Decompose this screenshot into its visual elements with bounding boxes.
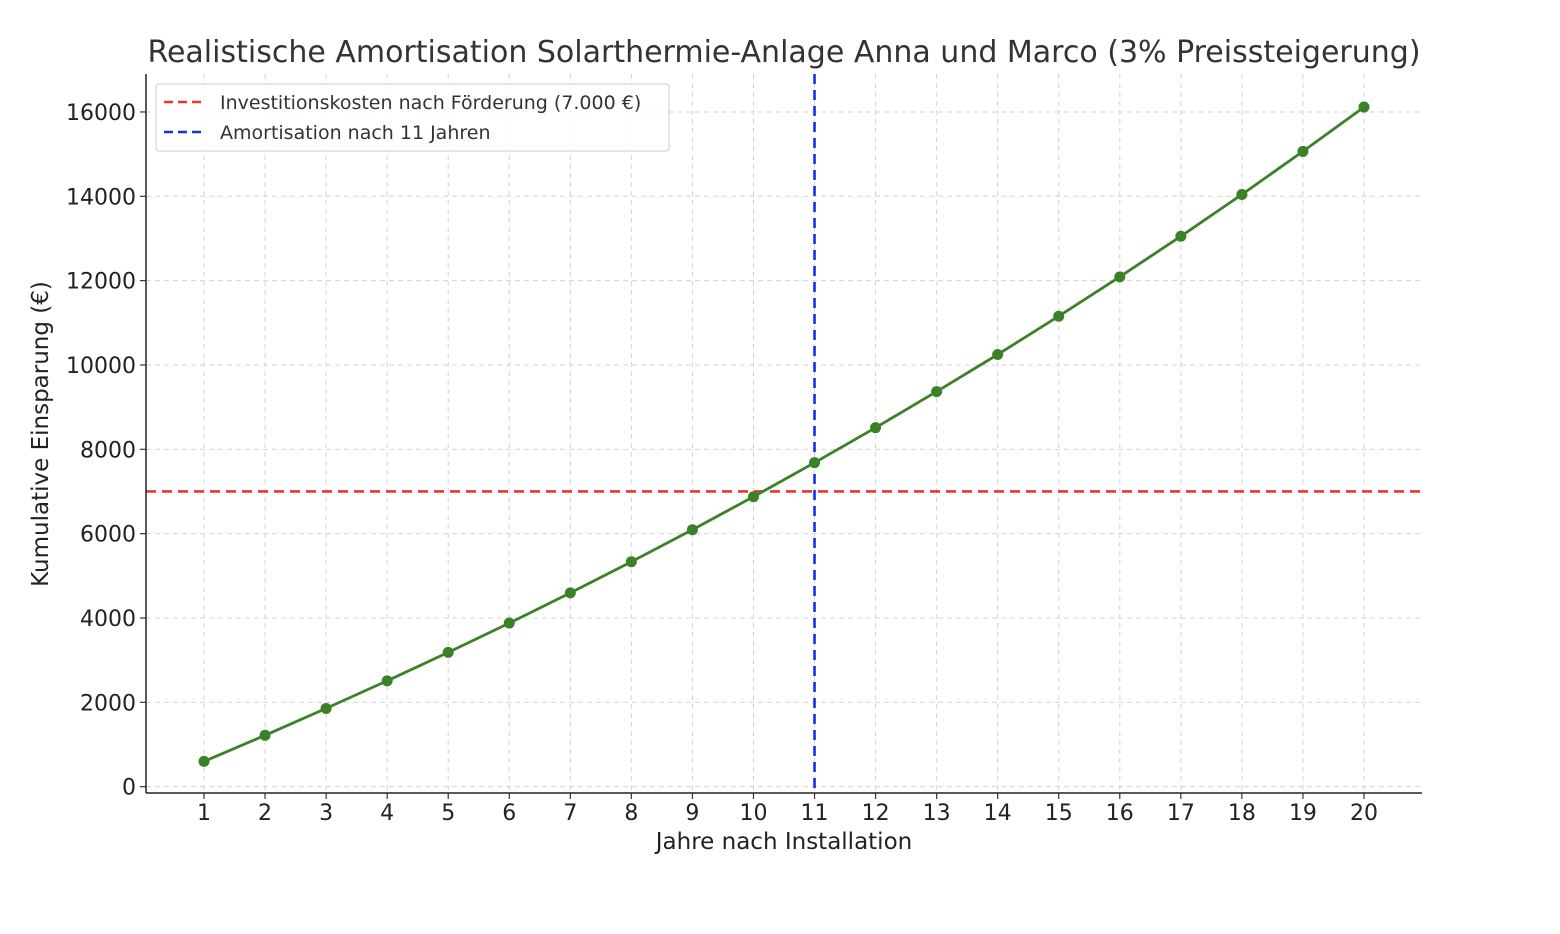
data-point — [381, 675, 393, 687]
data-point — [809, 457, 821, 469]
axes-layer — [145, 74, 1422, 794]
y-tick-label: 6000 — [80, 523, 136, 548]
data-point — [259, 729, 271, 741]
data-point — [747, 491, 759, 503]
y-axis-title: Kumulative Einsparung (€) — [28, 281, 54, 587]
data-point — [870, 422, 882, 434]
x-tick-label: 2 — [258, 801, 272, 826]
data-point — [320, 702, 332, 714]
data-point — [564, 587, 576, 599]
x-tick-label: 1 — [197, 801, 211, 826]
data-point — [503, 617, 515, 629]
data-point — [1053, 310, 1065, 322]
y-tick-label: 10000 — [66, 354, 136, 379]
y-tick-label: 12000 — [66, 270, 136, 295]
x-tick-label: 9 — [685, 801, 699, 826]
x-tick-label: 15 — [1045, 801, 1073, 826]
legend-label-investment: Investitionskosten nach Förderung (7.000… — [220, 92, 641, 114]
x-tick-label: 16 — [1106, 801, 1134, 826]
data-point — [931, 386, 943, 398]
x-tick-label: 20 — [1350, 801, 1378, 826]
x-tick-label: 14 — [984, 801, 1012, 826]
x-tick-label: 8 — [624, 801, 638, 826]
data-point — [1297, 145, 1309, 157]
y-tick-label: 2000 — [80, 691, 136, 716]
y-tick-label: 4000 — [80, 607, 136, 632]
y-tick-label: 8000 — [80, 438, 136, 463]
ticks-layer: 1 2 3 4 5 6 7 8 9 10 11 12 13 14 15 16 17 18 19 20020004000… — [66, 101, 1378, 826]
series-line — [203, 105, 1365, 763]
x-tick-label: 4 — [380, 801, 394, 826]
legend: Investitionskosten nach Förderung (7.000… — [155, 83, 670, 152]
data-point — [1175, 230, 1187, 242]
x-tick-label: 18 — [1228, 801, 1256, 826]
data-point — [625, 556, 637, 568]
x-tick-label: 5 — [441, 801, 455, 826]
x-tick-label: 7 — [563, 801, 577, 826]
data-point — [198, 755, 210, 767]
x-tick-label: 10 — [739, 801, 767, 826]
data-point — [1358, 101, 1370, 113]
x-tick-label: 12 — [862, 801, 890, 826]
y-tick-label: 14000 — [66, 185, 136, 210]
data-point — [686, 524, 698, 536]
data-point — [992, 348, 1004, 360]
x-tick-label: 11 — [801, 801, 829, 826]
legend-frame — [155, 83, 670, 152]
data-point — [1236, 188, 1248, 200]
x-tick-label: 17 — [1167, 801, 1195, 826]
x-tick-label: 19 — [1289, 801, 1317, 826]
grid-layer — [146, 74, 1422, 793]
reference-lines — [146, 74, 1422, 793]
chart-title: Realistische Amortisation Solarthermie-A… — [147, 35, 1420, 70]
x-tick-label: 6 — [502, 801, 516, 826]
x-tick-label: 3 — [319, 801, 333, 826]
y-tick-label: 0 — [122, 776, 136, 801]
x-axis-title: Jahre nach Installation — [654, 829, 912, 855]
legend-label-amortisation: Amortisation nach 11 Jahren — [220, 122, 491, 144]
data-point — [442, 646, 454, 658]
y-tick-label: 16000 — [66, 101, 136, 126]
x-tick-label: 13 — [923, 801, 951, 826]
data-point — [1114, 271, 1126, 283]
series-layer — [198, 101, 1370, 767]
